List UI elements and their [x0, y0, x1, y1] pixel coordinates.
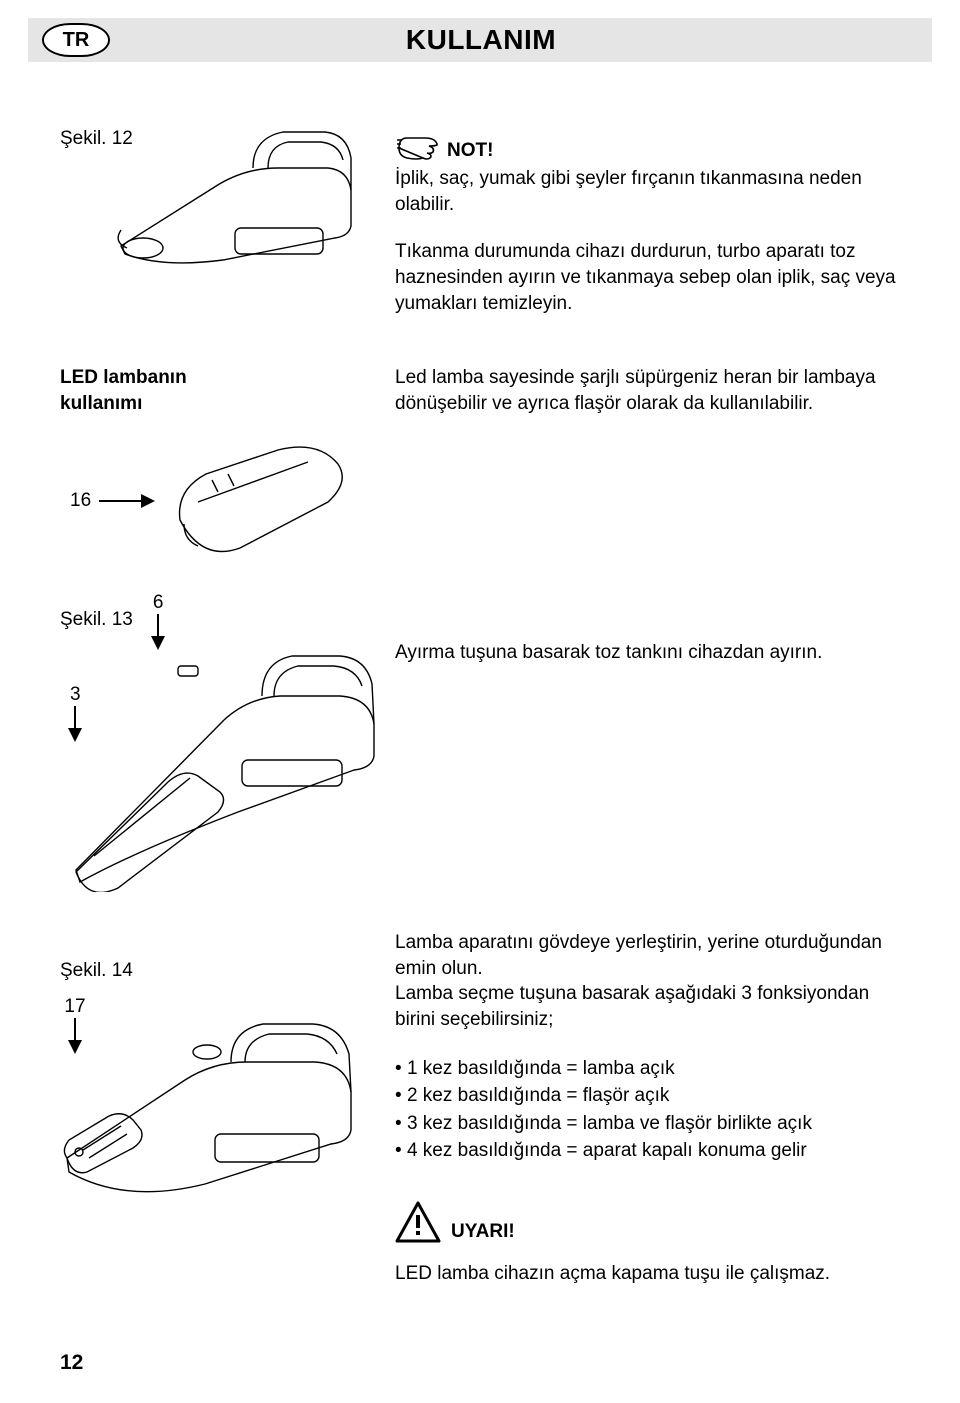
arrow-right-icon: [99, 500, 153, 502]
pointing-hand-icon: [395, 128, 439, 162]
fig13-text: Ayırma tuşuna basarak toz tankını cihazd…: [395, 640, 905, 666]
press-function-list: 1 kez basıldığında = lamba açık 2 kez ba…: [395, 1055, 905, 1165]
note-label: NOT!: [447, 140, 493, 162]
led-accessory-illustration: [158, 430, 353, 565]
warning-text: LED lamba cihazın açma kapama tuşu ile ç…: [395, 1261, 905, 1287]
figure-14-label: Şekil. 14: [60, 960, 133, 982]
fig12-para2: Tıkanma durumunda cihazı durdurun, turbo…: [395, 239, 905, 316]
press-item-3: 3 kez basıldığında = lamba ve flaşör bir…: [395, 1110, 905, 1138]
warning-triangle-icon: [395, 1201, 441, 1243]
page-number: 12: [60, 1351, 83, 1375]
press-item-4: 4 kez basıldığında = aparat kapalı konum…: [395, 1137, 905, 1165]
led-heading-line2: kullanımı: [60, 393, 142, 414]
press-item-2: 2 kez basıldığında = flaşör açık: [395, 1082, 905, 1110]
note-callout: NOT!: [395, 128, 905, 162]
led-heading: LED lambanın kullanımı: [60, 365, 395, 416]
figure-13-illustration: [70, 602, 390, 892]
led-heading-line1: LED lambanın: [60, 367, 187, 388]
note-text: İplik, saç, yumak gibi şeyler fırçanın t…: [395, 166, 905, 217]
press-item-1: 1 kez basıldığında = lamba açık: [395, 1055, 905, 1083]
fig14-para1: Lamba aparatını gövdeye yerleştirin, yer…: [395, 930, 905, 981]
warning-callout: UYARI!: [395, 1201, 905, 1243]
callout-16: 16: [70, 490, 153, 512]
callout-16-number: 16: [70, 490, 91, 512]
led-section-text: Led lamba sayesinde şarjlı süpürgeniz he…: [395, 365, 905, 416]
fig14-para2: Lamba seçme tuşuna basarak aşağıdaki 3 f…: [395, 981, 905, 1032]
page-title: KULLANIM: [30, 24, 932, 56]
figure-12-illustration: [100, 95, 375, 290]
figure-14-illustration: [55, 1000, 375, 1200]
header-bar: TR KULLANIM: [28, 18, 932, 62]
warning-label: UYARI!: [451, 1221, 515, 1243]
